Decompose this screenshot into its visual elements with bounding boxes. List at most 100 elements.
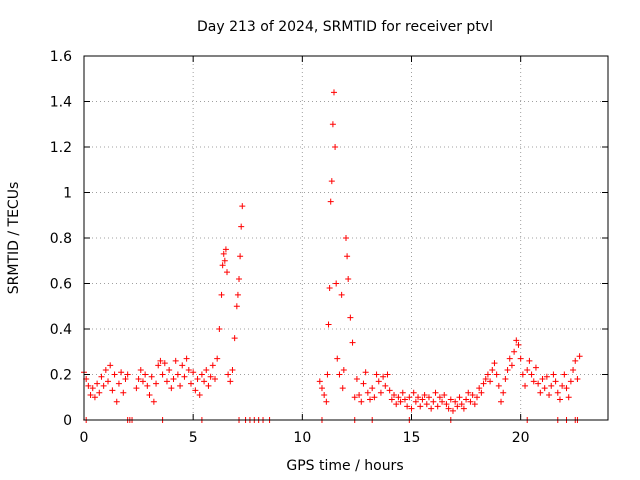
- data-point: [163, 378, 170, 385]
- data-point: [513, 337, 520, 344]
- data-point: [85, 382, 92, 389]
- data-point: [574, 376, 581, 383]
- data-point: [196, 391, 203, 398]
- y-tick-label: 1.4: [50, 95, 72, 111]
- data-point: [391, 391, 398, 398]
- data-point: [174, 371, 181, 378]
- data-point: [338, 291, 345, 298]
- data-point: [439, 398, 446, 405]
- data-point: [360, 380, 367, 387]
- data-point: [148, 373, 155, 380]
- data-point: [417, 403, 424, 410]
- data-point: [91, 394, 98, 401]
- data-point: [423, 401, 430, 408]
- data-point: [358, 398, 365, 405]
- x-tick-label: 0: [80, 430, 89, 446]
- data-point: [225, 371, 232, 378]
- data-point: [111, 371, 118, 378]
- data-point: [183, 355, 190, 362]
- data-point: [471, 401, 478, 408]
- data-point: [118, 369, 125, 376]
- data-point: [522, 382, 529, 389]
- x-axis-label: GPS time / hours: [286, 458, 403, 474]
- data-point: [231, 335, 238, 342]
- data-point: [336, 371, 343, 378]
- data-point: [478, 389, 485, 396]
- data-point: [445, 405, 452, 412]
- data-point: [388, 396, 395, 403]
- data-point: [436, 394, 443, 401]
- data-point: [401, 396, 408, 403]
- data-point: [181, 373, 188, 380]
- data-point: [229, 366, 236, 373]
- data-point: [456, 394, 463, 401]
- data-point: [166, 366, 173, 373]
- data-point: [318, 385, 325, 392]
- data-point: [364, 389, 371, 396]
- data-point: [382, 382, 389, 389]
- data-point: [216, 326, 223, 332]
- data-point: [393, 401, 400, 408]
- data-point: [425, 394, 432, 401]
- data-point: [334, 355, 341, 362]
- data-point: [219, 262, 226, 269]
- data-point: [524, 366, 531, 373]
- data-point: [476, 385, 483, 392]
- data-point: [185, 366, 192, 373]
- data-point: [157, 357, 164, 364]
- data-point: [559, 382, 566, 389]
- data-point: [532, 364, 539, 371]
- data-point: [325, 321, 332, 328]
- y-tick-label: 1.6: [50, 49, 72, 65]
- plot-frame: [83, 55, 609, 421]
- data-point: [554, 389, 561, 396]
- data-point: [212, 376, 218, 383]
- data-point: [548, 382, 555, 389]
- data-point: [563, 385, 570, 392]
- data-point: [122, 376, 129, 383]
- data-point: [467, 398, 474, 405]
- data-point: [177, 382, 184, 389]
- data-point: [528, 371, 535, 378]
- data-point: [214, 355, 221, 362]
- data-point: [345, 275, 352, 282]
- data-point: [192, 387, 199, 394]
- data-point: [239, 203, 246, 210]
- data-point: [519, 371, 526, 378]
- data-point: [377, 389, 384, 396]
- data-point: [343, 235, 349, 241]
- data-point: [144, 382, 151, 389]
- data-point: [238, 223, 245, 230]
- data-point: [546, 391, 553, 398]
- data-point: [340, 366, 347, 373]
- data-point: [98, 373, 105, 380]
- data-point: [570, 366, 577, 373]
- data-point: [506, 355, 513, 362]
- data-point: [133, 385, 140, 392]
- data-point: [324, 371, 331, 378]
- data-point: [96, 389, 103, 396]
- data-point: [384, 371, 391, 378]
- data-point: [375, 378, 382, 385]
- data-point: [410, 389, 417, 396]
- data-point: [349, 339, 356, 346]
- data-point: [137, 366, 144, 373]
- x-tick-label: 15: [403, 430, 421, 446]
- x-tick-labels: 0 5 10 15 20: [80, 430, 530, 446]
- y-tick-label: 0.2: [50, 368, 72, 384]
- data-point: [236, 275, 243, 282]
- data-point: [576, 353, 583, 360]
- data-point: [406, 394, 413, 401]
- data-point: [362, 369, 369, 376]
- data-point: [113, 398, 120, 405]
- data-point: [399, 389, 406, 396]
- y-tick-label: 0.8: [50, 231, 72, 247]
- data-point: [222, 246, 229, 253]
- data-point: [432, 389, 439, 396]
- data-point: [142, 371, 149, 378]
- data-point: [190, 369, 197, 376]
- data-point: [201, 378, 208, 385]
- data-point: [489, 366, 496, 373]
- data-point: [233, 303, 240, 310]
- data-point: [105, 378, 112, 385]
